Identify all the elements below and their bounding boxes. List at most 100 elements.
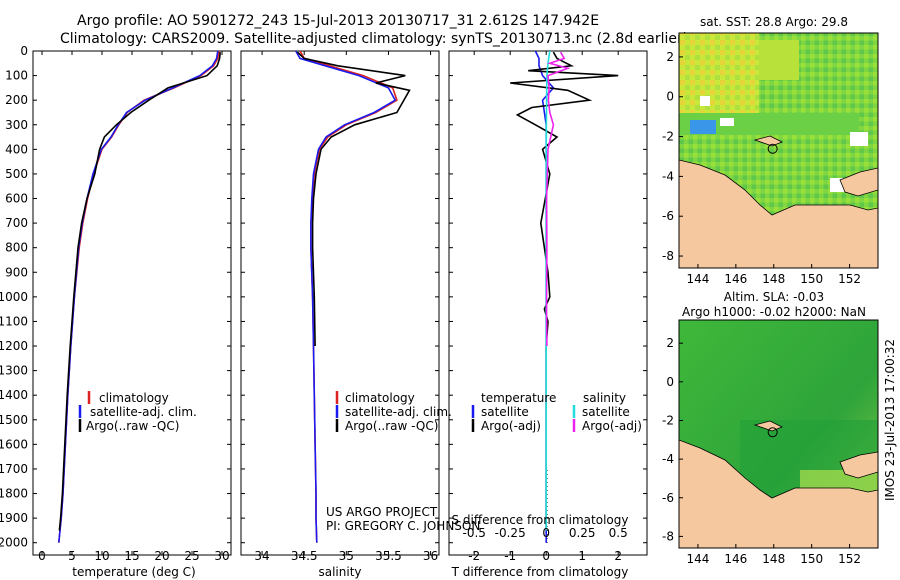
x-tick-label: 35.5 [375,549,402,563]
series-line-salinity-argo-adj- [545,51,571,347]
x-tick-label: 5 [68,549,76,563]
s-tick-label: 0.5 [609,526,628,540]
x-tick-label: 2 [614,549,622,563]
sla-map-subtitle: Argo h1000: -0.02 h2000: NaN [682,305,866,319]
argo-position-marker [767,427,778,438]
lon-tick-label: 148 [762,552,785,566]
legend-label-satellite: satellite-adj. clim. [90,405,197,419]
legend-header-salinity: salinity [583,391,626,405]
x-tick-label: 34 [254,549,269,563]
lat-tick-label: -2 [662,130,674,144]
lon-tick-label: 152 [838,272,861,286]
depth-axis: 0 100 200 300 400 500 600 700 800 900 1000 1100 1200… [0,44,647,550]
x-tick-label: -1 [504,549,516,563]
legend-label-satellite: satellite-adj. clim. [345,405,452,419]
salinity-series [295,51,411,543]
sst-map-title: sat. SST: 28.8 Argo: 29.8 [700,15,848,29]
x-tick-label: 34.5 [291,549,318,563]
sla-map-title: Altim. SLA: -0.03 [724,290,824,304]
depth-tick-label: 200 [5,93,28,107]
depth-tick-label: 700 [5,216,28,230]
temperature-legend: climatology satellite-adj. clim. Argo(..… [78,391,197,433]
lat-tick-label: -6 [662,209,674,223]
x-tick-label: -2 [468,549,480,563]
lon-tick-label: 150 [800,552,823,566]
sla-map-axes: 144 146 148 150 152 2 0 -2 -4 -6 -8 [662,336,861,566]
lon-tick-label: 148 [762,272,785,286]
lon-tick-label: 144 [686,552,709,566]
difference-series [510,51,619,543]
lon-tick-label: 146 [724,272,747,286]
x-tick-label: 0 [542,549,550,563]
lat-tick-label: -6 [662,491,674,505]
s-tick-label: 0.25 [569,526,596,540]
series-line-satellite-adj-clim- [295,51,397,543]
x-tick-label: 36 [423,549,438,563]
x-tick-label: 20 [154,549,169,563]
salinity-x-axis: 34 34.5 35 35.5 36 [254,51,438,563]
depth-tick-label: 1100 [0,314,28,328]
x-tick-label: 0 [38,549,46,563]
legend-label-argo: Argo(..raw -QC) [345,419,438,433]
s-tick-label: -0.5 [462,526,485,540]
x-tick-label: 35 [339,549,354,563]
lat-tick-label: 2 [666,336,674,350]
legend-label-temp-satellite: satellite [481,405,529,419]
new-britain-land [839,451,878,479]
salinity-plot-frame [240,50,440,556]
temperature-x-axis: 0 5 10 15 20 25 30 [38,51,230,563]
argo-position-marker [767,143,778,154]
lat-tick-label: -2 [662,413,674,427]
lat-tick-label: -8 [662,249,674,263]
lat-tick-label: 2 [666,50,674,64]
depth-tick-label: 600 [5,192,28,206]
series-line-satellite-adj-clim- [58,51,219,543]
sst-map-image [679,33,878,268]
s-tick-label: -0.25 [495,526,526,540]
series-line-temperature-satellite [534,51,555,543]
series-line-temperature-argo-adj- [510,51,619,531]
x-tick-label: 30 [214,549,229,563]
manus-island [753,135,783,147]
depth-tick-label: 400 [5,142,28,156]
series-line-argo-raw-qc- [58,52,221,531]
lat-tick-label: -4 [662,169,674,183]
lon-tick-label: 146 [724,552,747,566]
lat-tick-label: -8 [662,529,674,543]
series-line-argo-raw-qc- [296,51,411,347]
lat-tick-label: 0 [666,375,674,389]
depth-tick-label: 500 [5,167,28,181]
depth-tick-label: 1800 [0,487,28,501]
x-tick-label: 1 [578,549,586,563]
lon-tick-label: 152 [838,552,861,566]
x-tick-label: 25 [184,549,199,563]
temperature-x-label: temperature (deg C) [72,565,195,579]
sla-map-frame [678,319,879,549]
lon-tick-label: 144 [686,272,709,286]
depth-tick-label: 800 [5,241,28,255]
project-line-1: US ARGO PROJECT [326,505,438,519]
x-tick-label: 15 [124,549,139,563]
salinity-x-label: salinity [318,565,361,579]
series-line-salinity-satellite [545,51,551,531]
imos-timestamp: IMOS 23-Jul-2013 17:00:32 [883,339,897,501]
s-tick-label: 0 [542,526,550,540]
difference-plot-frame [448,50,648,556]
lat-tick-label: -4 [662,452,674,466]
depth-tick-label: 1300 [0,364,28,378]
s-difference-x-axis: -0.5 -0.25 0 0.25 0.5 [462,526,627,540]
t-difference-x-label: T difference from climatology [451,565,629,579]
depth-tick-label: 1400 [0,388,28,402]
header-line-2: Climatology: CARS2009. Satellite-adjuste… [60,31,688,47]
legend-label-climatology: climatology [99,391,169,405]
depth-tick-label: 1600 [0,437,28,451]
legend-label-temp-argo: Argo(-adj) [481,419,541,433]
depth-tick-label: 1500 [0,413,28,427]
salinity-legend: climatology satellite-adj. clim. Argo(..… [335,391,452,433]
difference-legend: temperature salinity satellite Argo(-adj… [471,391,642,433]
depth-tick-label: 900 [5,265,28,279]
depth-tick-label: 1700 [0,462,28,476]
new-britain-land [839,167,878,197]
depth-tick-label: 0 [20,44,28,58]
